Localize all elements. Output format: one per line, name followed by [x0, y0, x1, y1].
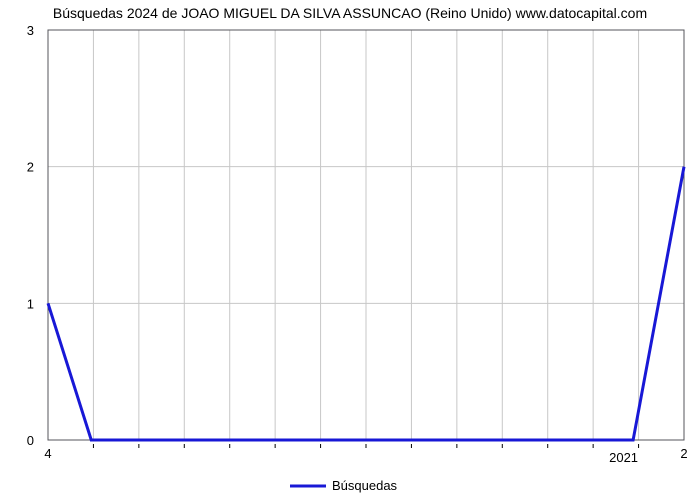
y-tick-label: 2	[27, 160, 34, 175]
x-axis-start-label: 4	[44, 446, 51, 461]
legend: Búsquedas	[290, 478, 398, 493]
y-tick-label: 3	[27, 23, 34, 38]
line-chart: Búsquedas 2024 de JOAO MIGUEL DA SILVA A…	[0, 0, 700, 500]
x-axis-ticks	[93, 444, 638, 448]
x-axis-end-label: 2	[680, 446, 687, 461]
legend-label: Búsquedas	[332, 478, 398, 493]
plot-area	[48, 30, 684, 440]
gridlines	[48, 30, 684, 440]
y-tick-label: 0	[27, 433, 34, 448]
y-tick-label: 1	[27, 296, 34, 311]
chart-title: Búsquedas 2024 de JOAO MIGUEL DA SILVA A…	[53, 5, 647, 21]
y-axis-labels: 0 1 2 3	[27, 23, 34, 448]
x-axis-major-label: 2021	[609, 450, 638, 465]
